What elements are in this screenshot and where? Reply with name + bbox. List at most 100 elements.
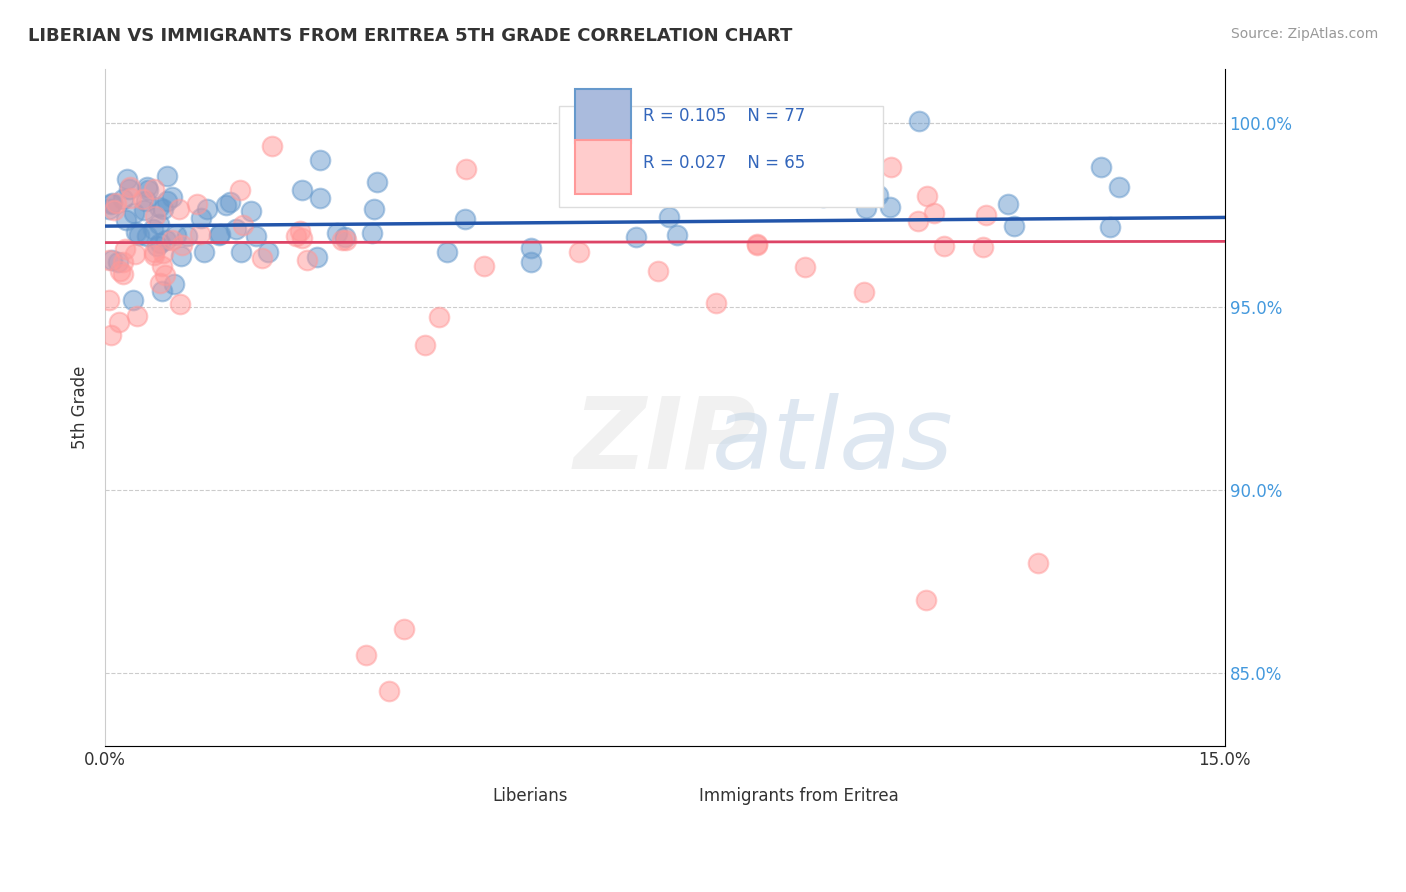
- Point: [190, 211, 212, 226]
- Point: [112, 267, 135, 281]
- Point: [155, 233, 177, 247]
- Point: [156, 169, 179, 183]
- Point: [153, 268, 176, 282]
- Point: [704, 295, 727, 310]
- Point: [240, 203, 263, 218]
- Point: [114, 243, 136, 257]
- Point: [232, 218, 254, 232]
- Point: [974, 208, 997, 222]
- Point: [142, 244, 165, 259]
- Point: [160, 190, 183, 204]
- Point: [908, 114, 931, 128]
- Point: [136, 180, 159, 194]
- Text: ZIP: ZIP: [574, 392, 756, 490]
- Point: [97, 293, 120, 307]
- Point: [309, 153, 332, 168]
- Point: [188, 227, 211, 241]
- Text: R = 0.027    N = 65: R = 0.027 N = 65: [643, 154, 804, 172]
- Point: [621, 186, 644, 201]
- Point: [666, 228, 689, 243]
- Point: [111, 255, 134, 269]
- Point: [252, 251, 274, 265]
- Point: [472, 259, 495, 273]
- Point: [148, 200, 170, 214]
- Point: [761, 178, 783, 192]
- Point: [146, 239, 169, 253]
- Point: [142, 247, 165, 261]
- Point: [1002, 219, 1025, 233]
- Text: R = 0.105    N = 77: R = 0.105 N = 77: [643, 107, 804, 125]
- Point: [229, 183, 252, 197]
- Point: [855, 202, 877, 216]
- Point: [794, 260, 817, 274]
- Point: [229, 245, 252, 260]
- Point: [149, 236, 172, 251]
- Point: [307, 250, 329, 264]
- Point: [172, 237, 194, 252]
- Point: [413, 337, 436, 351]
- Point: [208, 227, 231, 242]
- Point: [160, 233, 183, 247]
- Point: [588, 169, 610, 183]
- Point: [745, 236, 768, 251]
- Point: [678, 152, 700, 166]
- Point: [136, 183, 159, 197]
- Point: [170, 249, 193, 263]
- Point: [915, 189, 938, 203]
- Point: [118, 179, 141, 194]
- Point: [922, 205, 945, 219]
- Point: [131, 192, 153, 206]
- Point: [156, 194, 179, 208]
- Text: Source: ZipAtlas.com: Source: ZipAtlas.com: [1230, 27, 1378, 41]
- Point: [1108, 179, 1130, 194]
- Point: [285, 228, 308, 243]
- Point: [114, 212, 136, 227]
- Point: [290, 224, 312, 238]
- Point: [142, 221, 165, 235]
- Point: [245, 229, 267, 244]
- Point: [811, 190, 834, 204]
- Point: [713, 143, 735, 157]
- Point: [454, 212, 477, 227]
- Point: [101, 252, 124, 267]
- Point: [142, 181, 165, 195]
- Point: [603, 168, 626, 182]
- Point: [186, 197, 208, 211]
- Point: [1099, 219, 1122, 234]
- Point: [907, 214, 929, 228]
- Point: [152, 202, 174, 217]
- Point: [520, 254, 543, 268]
- Point: [110, 264, 132, 278]
- Point: [124, 225, 146, 239]
- Point: [218, 195, 240, 210]
- Point: [143, 209, 166, 223]
- FancyBboxPatch shape: [441, 767, 481, 801]
- Point: [879, 200, 901, 214]
- Point: [135, 229, 157, 244]
- Point: [1026, 556, 1049, 570]
- Text: Liberians: Liberians: [494, 787, 568, 805]
- Point: [150, 284, 173, 298]
- Point: [108, 315, 131, 329]
- Point: [309, 191, 332, 205]
- Point: [326, 226, 349, 240]
- Point: [115, 172, 138, 186]
- Point: [647, 264, 669, 278]
- Text: atlas: atlas: [711, 392, 953, 490]
- Point: [163, 277, 186, 291]
- Point: [520, 241, 543, 255]
- Point: [215, 198, 238, 212]
- Point: [176, 229, 198, 244]
- Point: [165, 228, 187, 243]
- Point: [853, 285, 876, 299]
- Point: [257, 245, 280, 260]
- Point: [127, 309, 149, 323]
- Y-axis label: 5th Grade: 5th Grade: [72, 366, 89, 450]
- Point: [330, 233, 353, 247]
- Point: [225, 222, 247, 236]
- Point: [118, 182, 141, 196]
- Point: [152, 245, 174, 260]
- Point: [122, 293, 145, 308]
- Point: [112, 193, 135, 207]
- Point: [262, 138, 284, 153]
